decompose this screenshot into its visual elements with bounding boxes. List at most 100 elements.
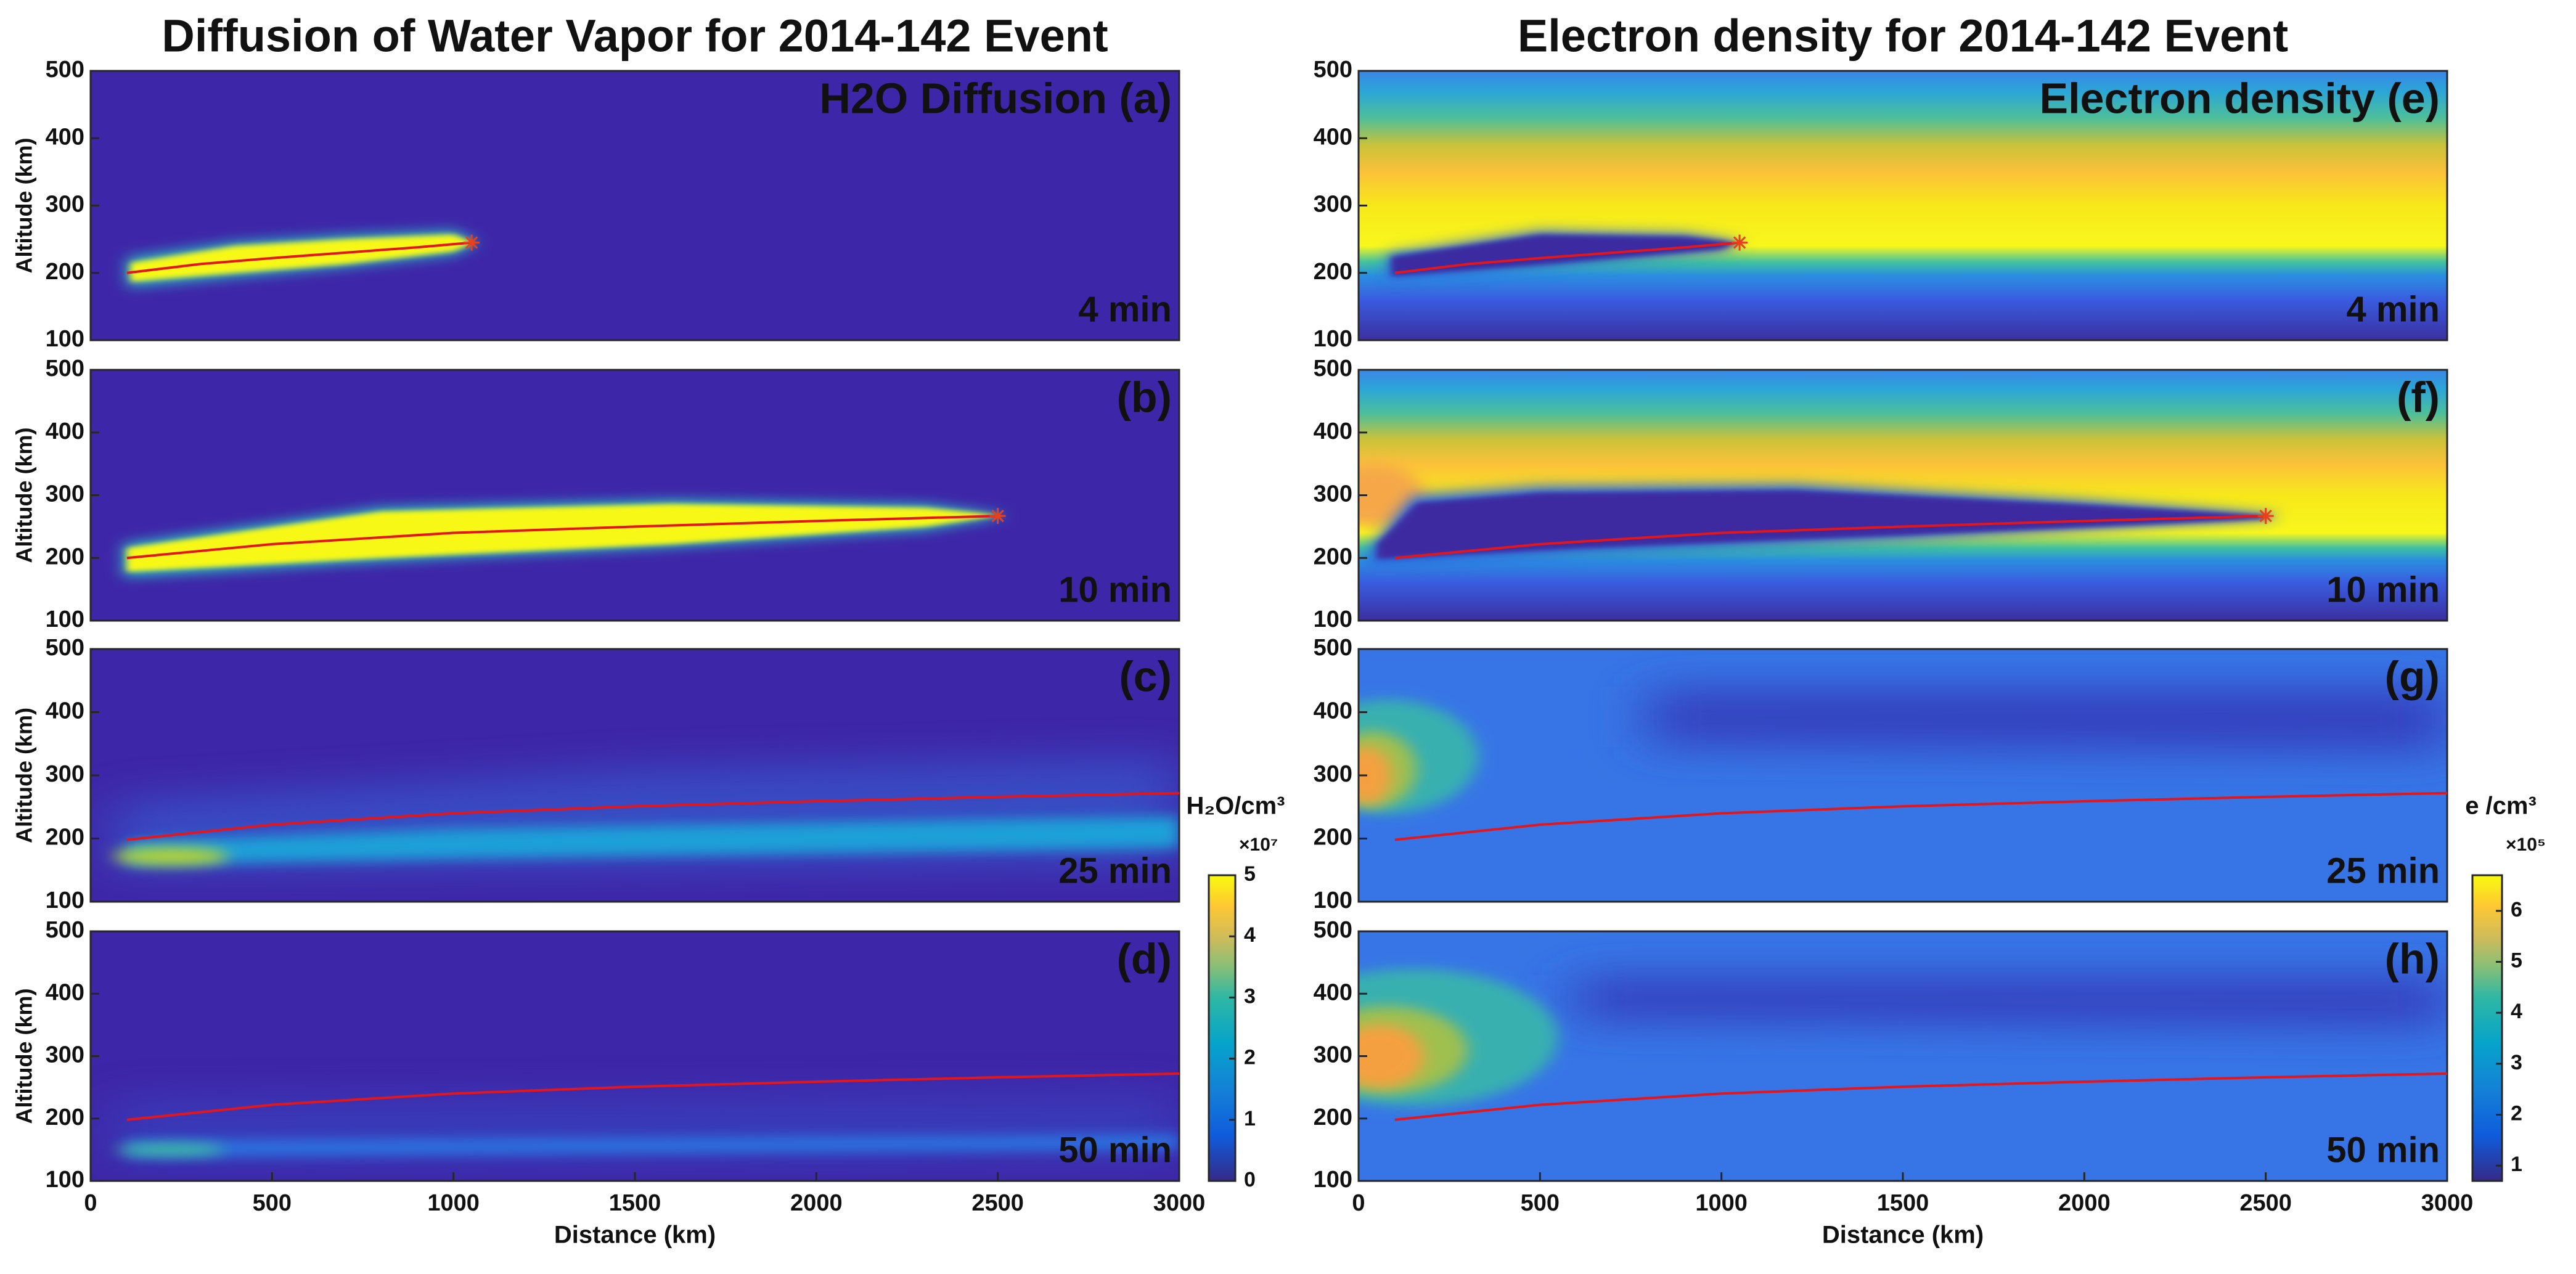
panel-title: Diffusion of Water Vapor for 2014-142 Ev… — [162, 10, 1108, 62]
y-tick-label: 400 — [46, 124, 84, 150]
y-tick-label: 400 — [1314, 698, 1352, 724]
panel-time: 25 min — [2326, 851, 2440, 891]
x-tick-label: 500 — [1521, 1190, 1560, 1216]
panel-time: 4 min — [2347, 289, 2440, 329]
colorbar-multiplier: ×10⁵ — [2506, 835, 2546, 855]
y-tick-label: 300 — [1314, 1042, 1352, 1068]
y-tick-label: 200 — [1314, 544, 1352, 570]
panel-title: Electron density for 2014-142 Event — [1518, 10, 2288, 62]
y-axis-label: Altitude (km) — [12, 708, 37, 843]
colorbar-tick-label: 4 — [1244, 923, 1256, 947]
y-tick-label: 200 — [1314, 825, 1352, 851]
panel-label: (b) — [1117, 373, 1172, 421]
trajectory-end-marker — [989, 508, 1006, 525]
y-tick-label: 500 — [46, 57, 84, 83]
y-tick-label: 100 — [46, 606, 84, 632]
x-tick-label: 2000 — [790, 1190, 843, 1216]
heatmap-field — [91, 370, 1179, 621]
y-tick-label: 400 — [1314, 979, 1352, 1005]
x-tick-label: 1500 — [1877, 1190, 1929, 1216]
trajectory-line — [126, 515, 998, 560]
x-tick-label: 0 — [84, 1190, 97, 1216]
y-tick-label: 500 — [46, 917, 84, 943]
x-tick-label: 2500 — [2239, 1190, 2292, 1216]
y-tick-label: 300 — [1314, 761, 1352, 787]
colorbar-label: H₂O/cm³ — [1186, 793, 1285, 820]
y-tick-label: 200 — [46, 544, 84, 570]
y-tick-label: 500 — [46, 635, 84, 661]
heatmap-field — [91, 649, 1179, 902]
x-tick-label: 3000 — [1153, 1190, 1206, 1216]
y-tick-label: 200 — [1314, 259, 1352, 285]
colorbar-tick-label: 3 — [1244, 984, 1256, 1008]
trajectory-line — [126, 241, 472, 274]
panel-label: (c) — [1119, 652, 1172, 700]
y-tick-label: 200 — [1314, 1105, 1352, 1130]
colorbar-tick-label: 3 — [2511, 1051, 2522, 1074]
y-tick-label: 400 — [1314, 419, 1352, 444]
x-tick-label: 500 — [253, 1190, 292, 1216]
colorbar-tick-label: 2 — [1244, 1046, 1256, 1069]
y-axis-label: Altitude (km) — [12, 428, 37, 563]
panel-time: 50 min — [2326, 1130, 2440, 1170]
y-tick-label: 200 — [46, 259, 84, 285]
y-tick-label: 300 — [46, 481, 84, 507]
trajectory-end-marker — [1732, 234, 1748, 251]
y-tick-label: 300 — [1314, 192, 1352, 218]
panel-time: 10 min — [1058, 570, 1172, 610]
trajectory-end-marker — [464, 234, 480, 251]
y-tick-label: 400 — [46, 979, 84, 1005]
y-tick-label: 100 — [1314, 606, 1352, 632]
trajectory-line — [1394, 1072, 2448, 1121]
y-tick-label: 500 — [1314, 917, 1352, 943]
panel-label: (d) — [1117, 934, 1172, 982]
colorbar-tick-label: 5 — [2511, 949, 2522, 973]
x-tick-label: 2000 — [2058, 1190, 2111, 1216]
y-tick-label: 500 — [1314, 356, 1352, 382]
x-tick-label: 0 — [1352, 1190, 1365, 1216]
panel-time: 4 min — [1079, 289, 1172, 329]
heatmap-field — [91, 71, 1179, 340]
trajectory-line — [1394, 791, 2448, 841]
colorbar-multiplier: ×10⁷ — [1239, 835, 1278, 855]
x-tick-label: 1000 — [427, 1190, 480, 1216]
y-tick-label: 100 — [46, 326, 84, 352]
panel-label: (g) — [2385, 652, 2440, 700]
colorbar-tick-label: 1 — [2511, 1153, 2522, 1176]
colorbar-tick-label: 4 — [2511, 1000, 2522, 1023]
y-tick-label: 300 — [46, 192, 84, 218]
x-tick-label: 3000 — [2421, 1190, 2474, 1216]
y-tick-label: 100 — [1314, 1167, 1352, 1193]
colorbar-label: e /cm³ — [2465, 793, 2537, 820]
x-axis-label: Distance (km) — [554, 1222, 716, 1249]
y-tick-label: 400 — [46, 698, 84, 724]
y-tick-label: 100 — [1314, 888, 1352, 913]
y-tick-label: 100 — [1314, 326, 1352, 352]
colorbar-tick-label: 5 — [1244, 862, 1256, 886]
y-tick-label: 500 — [46, 356, 84, 382]
y-tick-label: 500 — [1314, 57, 1352, 83]
x-tick-label: 1000 — [1695, 1190, 1748, 1216]
trajectory-end-marker — [2257, 508, 2274, 525]
heatmap-field — [1359, 649, 2447, 902]
panel-label: Electron density (e) — [2039, 74, 2440, 122]
trajectory-line — [1394, 241, 1740, 274]
x-tick-label: 1500 — [609, 1190, 661, 1216]
panel-label: (f) — [2397, 373, 2440, 421]
colorbar-tick-label: 2 — [2511, 1102, 2522, 1125]
heatmap-field — [1359, 370, 2447, 621]
y-tick-label: 400 — [1314, 124, 1352, 150]
y-tick-label: 300 — [46, 1042, 84, 1068]
x-tick-label: 2500 — [971, 1190, 1024, 1216]
colorbar-tick-label: 0 — [1244, 1168, 1256, 1191]
colorbar-tick-label: 1 — [1244, 1107, 1256, 1130]
heatmap-field — [91, 931, 1179, 1181]
colorbar — [1208, 874, 1237, 1182]
panel-time: 10 min — [2326, 570, 2440, 610]
y-tick-label: 300 — [1314, 481, 1352, 507]
y-axis-label: Altitude (km) — [12, 138, 37, 274]
panel-label: (h) — [2385, 934, 2440, 982]
colorbar-tick-label: 6 — [2511, 898, 2522, 921]
